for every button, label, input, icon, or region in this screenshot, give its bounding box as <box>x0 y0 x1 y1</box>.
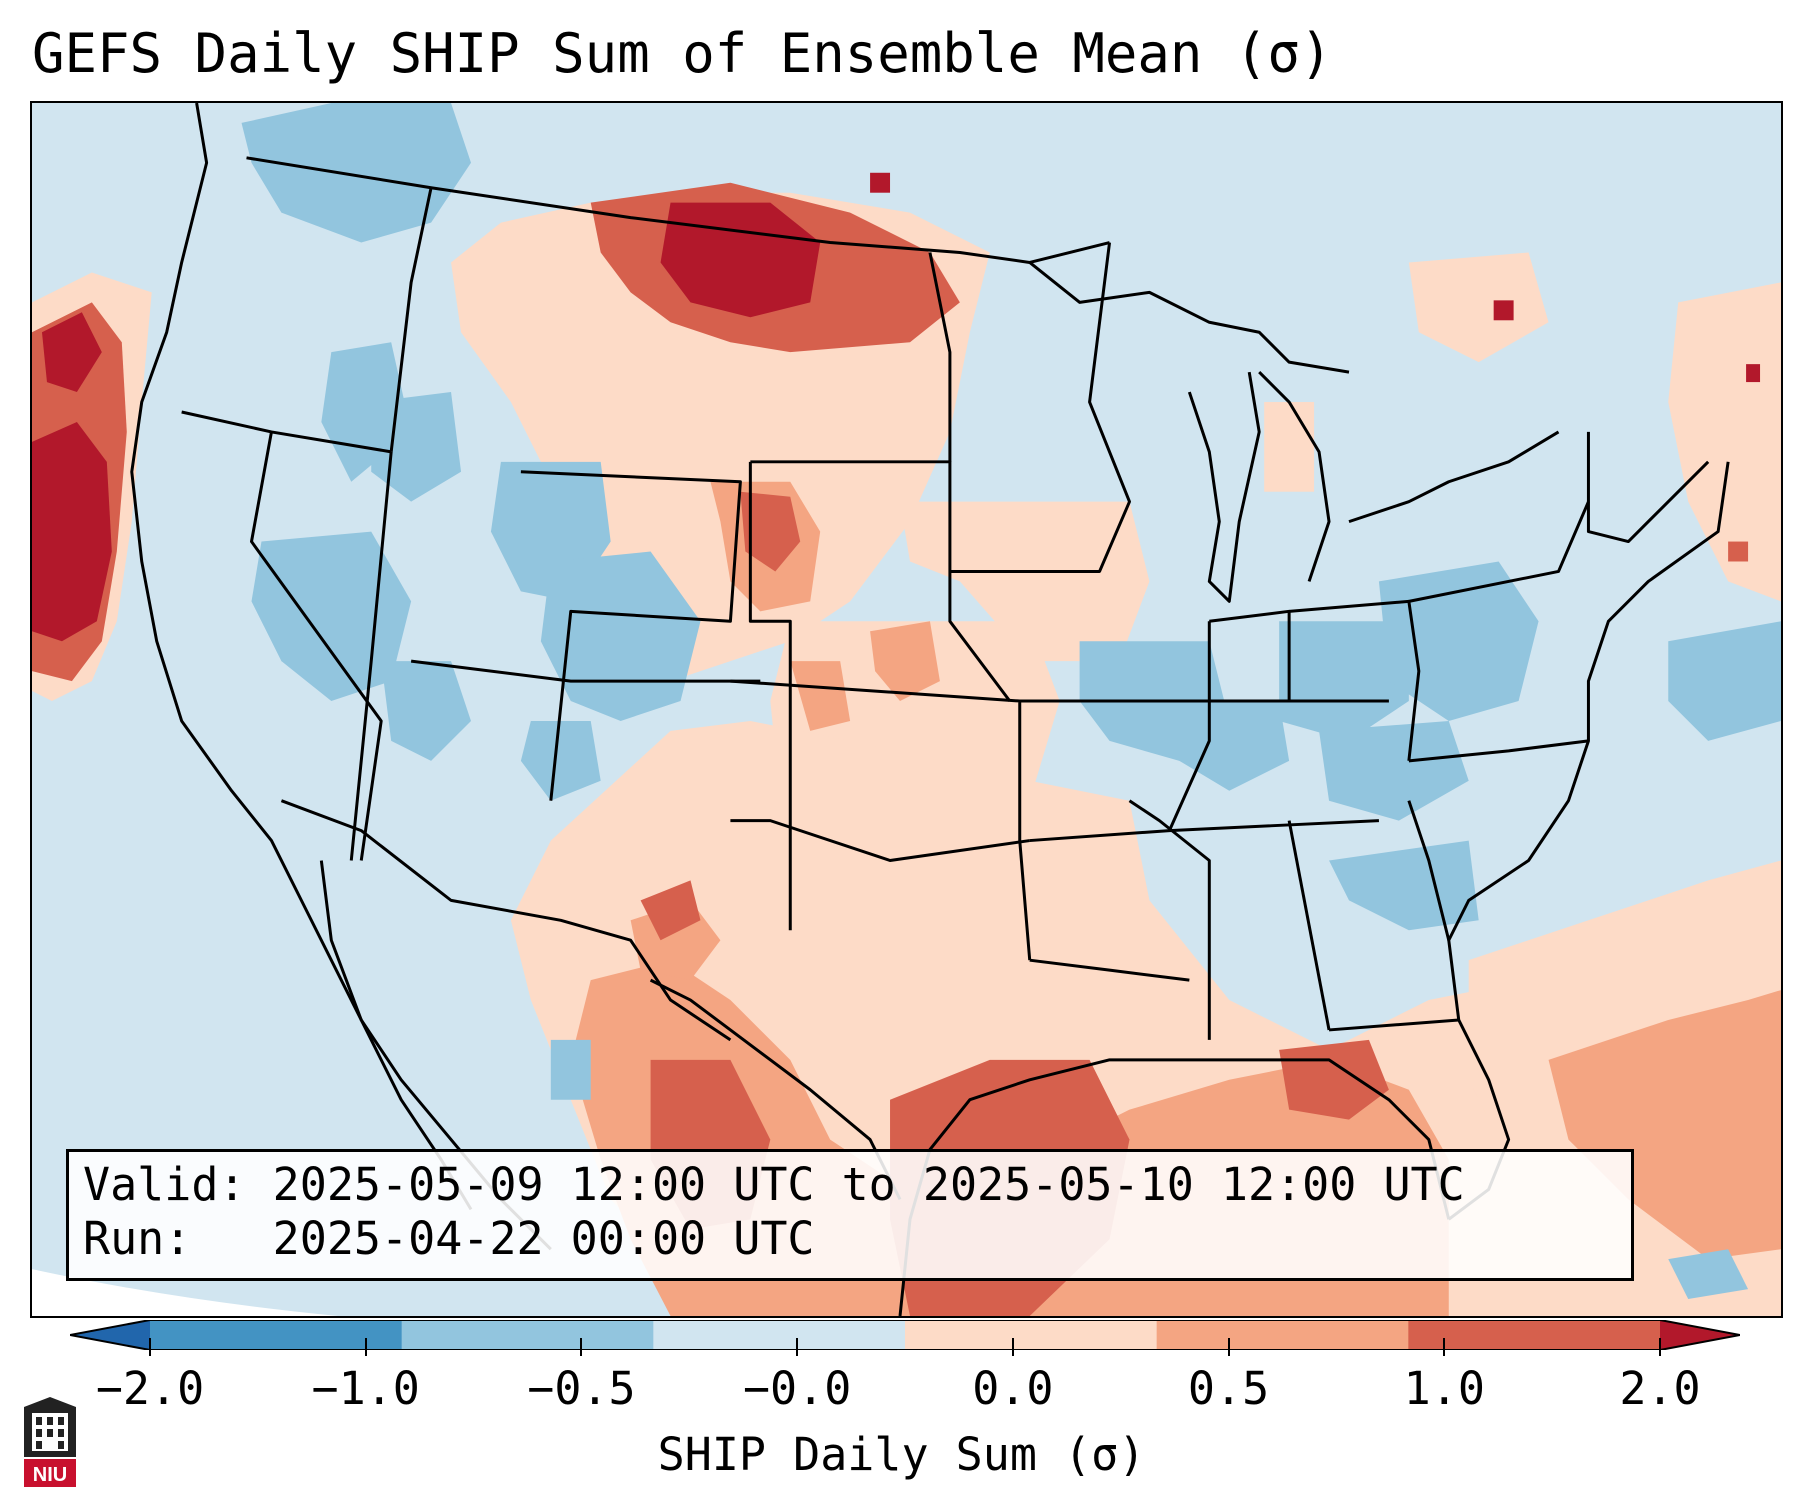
colorbar-tick-label: 2.0 <box>1619 1362 1701 1415</box>
colorbar-extend-max <box>1660 1320 1740 1350</box>
colorbar-tick-mark <box>580 1338 583 1356</box>
colorbar-tick-mark <box>796 1338 799 1356</box>
colorbar-tick-label: 0.0 <box>972 1362 1054 1415</box>
colorbar-extend-min <box>70 1320 150 1350</box>
colorbar-tick-mark <box>1011 1338 1014 1356</box>
page-title: GEFS Daily SHIP Sum of Ensemble Mean (σ) <box>32 22 1333 85</box>
valid-label: Valid: <box>83 1158 246 1211</box>
colorbar-tick-label: −2.0 <box>95 1362 205 1415</box>
colorbar-tick-mark <box>1227 1338 1230 1356</box>
colorbar-tick-label: −0.5 <box>527 1362 636 1415</box>
colorbar-tick-label: −0.0 <box>742 1362 852 1415</box>
university-tower-icon: NIU <box>24 1397 76 1487</box>
colorbar-tick-mark <box>364 1338 367 1356</box>
map-panel <box>30 101 1783 1318</box>
colorbar-tick-mark <box>1659 1338 1661 1356</box>
colorbar-segment <box>1408 1320 1661 1350</box>
colorbar-tick-label: 1.0 <box>1403 1362 1485 1415</box>
colorbar-tick-label: 0.5 <box>1187 1362 1270 1415</box>
colorbar-tick-mark <box>149 1338 151 1356</box>
political-boundaries <box>130 103 1730 1316</box>
run-time: 2025-04-22 00:00 UTC <box>272 1212 815 1265</box>
validity-info-box: Valid: 2025-05-09 12:00 UTC to 2025-05-1… <box>66 1149 1634 1281</box>
colorbar-tick-label: −1.0 <box>311 1362 420 1415</box>
colorbar-segment <box>905 1320 1158 1350</box>
colorbar-segment <box>401 1320 654 1350</box>
below-normal-regions <box>241 103 1781 1300</box>
colorbar-segment <box>653 1320 906 1350</box>
valid-time: 2025-05-09 12:00 UTC to 2025-05-10 12:00… <box>272 1158 1465 1211</box>
colorbar-segment <box>150 1320 403 1350</box>
colorbar-tick-mark <box>1443 1338 1446 1356</box>
map-canvas <box>32 103 1781 1316</box>
svg-text:NIU: NIU <box>33 1464 67 1486</box>
run-label: Run: <box>83 1212 192 1265</box>
colorbar <box>70 1320 1740 1350</box>
colorbar-segment <box>1156 1320 1409 1350</box>
colorbar-label: SHIP Daily Sum (σ) <box>657 1428 1146 1481</box>
